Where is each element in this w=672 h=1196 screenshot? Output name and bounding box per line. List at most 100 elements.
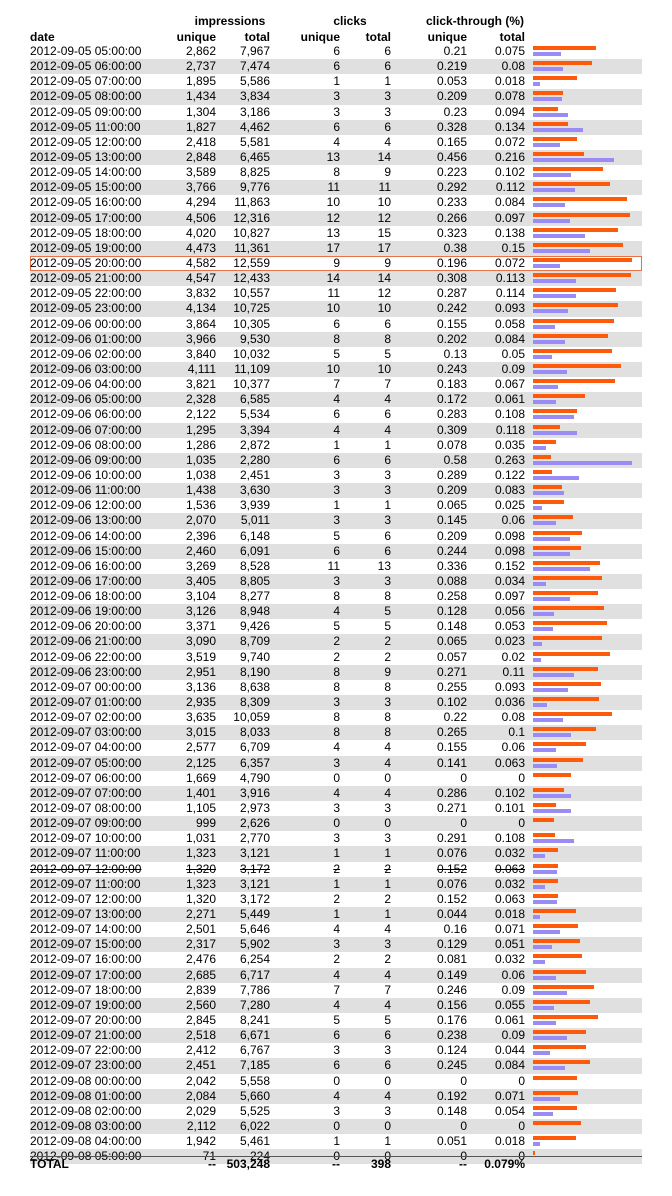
row-ctr-total: 0.093	[494, 679, 525, 694]
row-impressions-unique: 3,864	[185, 316, 216, 331]
impressions-bar	[533, 136, 577, 141]
impressions-bar	[533, 76, 577, 81]
row-ctr-total: 0.084	[494, 1058, 525, 1073]
row-bars	[533, 846, 638, 861]
row-ctr-unique: 0.081	[436, 952, 467, 967]
row-clicks-unique: 1	[333, 846, 340, 861]
row-ctr-unique: 0.258	[436, 589, 467, 604]
row-impressions-unique: 1,035	[185, 452, 216, 467]
row-clicks-total: 15	[377, 225, 391, 240]
table-row: 2012-09-07 17:00:00 2,685 6,717 4 4 0.149 0.06	[30, 967, 642, 983]
row-ctr-total: 0.055	[494, 997, 525, 1012]
row-date: 2012-09-07 10:00:00	[30, 831, 142, 846]
row-bars	[533, 286, 638, 301]
row-clicks-total: 14	[377, 149, 391, 164]
row-impressions-unique: 4,582	[185, 255, 216, 270]
row-clicks-total: 14	[377, 271, 391, 286]
row-clicks-total: 3	[384, 695, 391, 710]
row-impressions-total: 12,316	[233, 210, 270, 225]
row-bars	[533, 301, 638, 316]
row-clicks-unique: 4	[333, 1088, 340, 1103]
row-ctr-unique: 0	[460, 1073, 467, 1088]
row-date: 2012-09-07 21:00:00	[30, 1028, 142, 1043]
row-impressions-total: 6,091	[239, 543, 270, 558]
impressions-bar	[533, 803, 557, 808]
ctr-bar	[533, 748, 556, 753]
row-ctr-unique: 0.176	[436, 1013, 467, 1027]
row-impressions-total: 10,032	[233, 346, 270, 361]
ctr-bar	[533, 597, 570, 602]
row-bars	[533, 377, 638, 392]
ctr-bar	[533, 475, 579, 480]
row-impressions-total: 9,426	[239, 619, 270, 634]
row-bars	[533, 438, 638, 453]
impressions-bar	[533, 530, 582, 535]
table-row: 2012-09-07 11:00:00 1,323 3,121 1 1 0.076 0.03…	[30, 846, 642, 862]
row-impressions-total: 5,461	[239, 1134, 270, 1149]
row-clicks-total: 2	[384, 952, 391, 967]
impressions-bar	[533, 515, 573, 520]
impressions-bar	[533, 1090, 578, 1095]
row-date: 2012-09-07 16:00:00	[30, 952, 142, 967]
row-clicks-total: 1	[384, 437, 391, 452]
row-ctr-total: 0.032	[494, 952, 525, 967]
row-bars	[533, 150, 638, 165]
row-date: 2012-09-05 13:00:00	[30, 149, 142, 164]
row-bars	[533, 544, 638, 559]
row-impressions-total: 8,277	[239, 589, 270, 604]
row-ctr-total: 0.075	[494, 44, 525, 58]
table-row: 2012-09-07 08:00:00 1,105 2,973 3 3 0.271 0.10…	[30, 801, 642, 816]
row-ctr-total: 0.072	[494, 255, 525, 270]
ctr-bar	[533, 975, 556, 980]
row-impressions-total: 3,916	[239, 785, 270, 800]
row-impressions-unique: 3,635	[185, 710, 216, 725]
row-clicks-total: 2	[384, 891, 391, 906]
row-ctr-total: 0	[518, 770, 525, 785]
ctr-bar	[533, 945, 553, 950]
row-impressions-total: 2,872	[239, 437, 270, 452]
row-impressions-unique: 2,451	[185, 1058, 216, 1073]
row-bars	[533, 952, 638, 967]
total-clicks-unique: --	[332, 1157, 340, 1171]
row-clicks-total: 4	[384, 997, 391, 1012]
row-impressions-total: 5,449	[239, 907, 270, 922]
row-date: 2012-09-06 12:00:00	[30, 498, 142, 513]
row-impressions-total: 12,433	[233, 271, 270, 286]
row-date: 2012-09-08 03:00:00	[30, 1118, 142, 1133]
row-clicks-unique: 0	[333, 816, 340, 831]
row-clicks-unique: 6	[333, 543, 340, 558]
row-date: 2012-09-06 13:00:00	[30, 513, 142, 528]
table-row: 2012-09-06 06:00:00 2,122 5,534 6 6 0.283 0.10…	[30, 407, 642, 422]
impressions-bar	[533, 969, 586, 974]
row-clicks-unique: 6	[333, 119, 340, 134]
ctr-bar	[533, 930, 560, 935]
ctr-bar	[533, 718, 564, 723]
row-date: 2012-09-07 03:00:00	[30, 725, 142, 740]
row-clicks-unique: 6	[333, 452, 340, 467]
row-bars	[533, 589, 638, 604]
row-ctr-total: 0.08	[501, 710, 525, 725]
row-ctr-unique: 0.051	[436, 1134, 467, 1149]
row-ctr-unique: 0.209	[436, 89, 467, 104]
row-clicks-total: 1	[384, 498, 391, 513]
row-date: 2012-09-07 00:00:00	[30, 679, 142, 694]
row-date: 2012-09-06 10:00:00	[30, 467, 142, 482]
impressions-bar	[533, 893, 558, 898]
row-impressions-total: 3,834	[239, 89, 270, 104]
row-bars	[533, 529, 638, 544]
row-date: 2012-09-07 02:00:00	[30, 710, 142, 725]
table-row: 2012-09-07 05:00:00 2,125 6,357 3 4 0.141 0.06…	[30, 755, 642, 771]
row-clicks-unique: 0	[333, 770, 340, 785]
row-impressions-unique: 2,501	[185, 922, 216, 937]
row-ctr-total: 0.09	[501, 1028, 525, 1043]
row-ctr-total: 0.083	[494, 483, 525, 498]
row-ctr-unique: 0.149	[436, 967, 467, 982]
ctr-bar	[533, 188, 576, 193]
row-impressions-total: 10,557	[233, 286, 270, 301]
row-ctr-total: 0.063	[494, 891, 525, 906]
row-clicks-total: 3	[384, 937, 391, 952]
row-impressions-total: 5,525	[239, 1103, 270, 1118]
row-ctr-total: 0.034	[494, 573, 525, 588]
row-ctr-total: 0.044	[494, 1043, 525, 1058]
row-clicks-unique: 7	[333, 377, 340, 392]
